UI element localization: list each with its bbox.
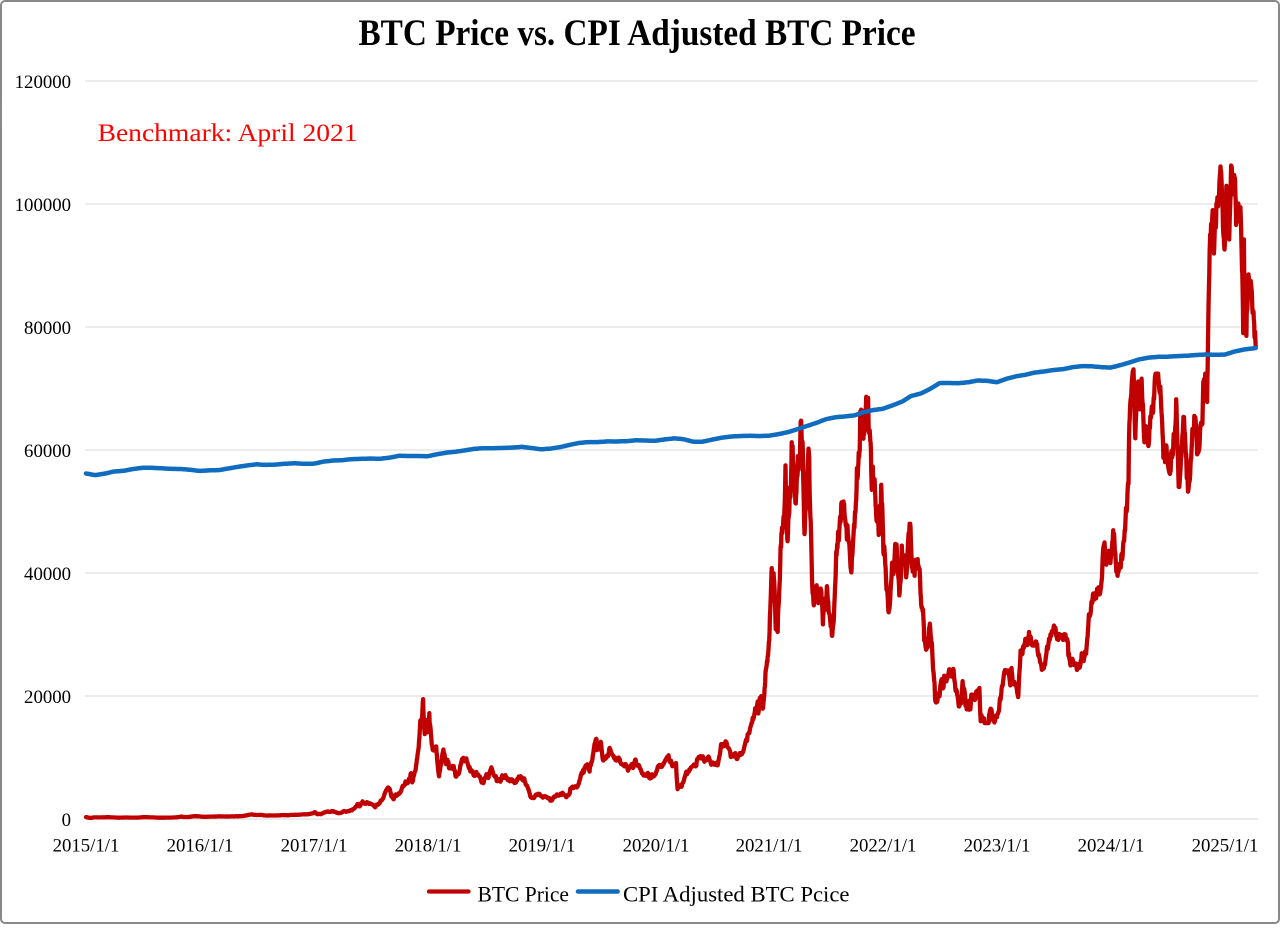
svg-text:80000: 80000 xyxy=(24,318,71,339)
svg-text:2019/1/1: 2019/1/1 xyxy=(509,835,576,856)
svg-text:Benchmark: April 2021: Benchmark: April 2021 xyxy=(98,118,358,147)
svg-text:120000: 120000 xyxy=(15,72,71,93)
svg-text:2024/1/1: 2024/1/1 xyxy=(1078,835,1145,856)
svg-text:0: 0 xyxy=(62,810,71,831)
svg-text:20000: 20000 xyxy=(24,687,71,708)
svg-text:2018/1/1: 2018/1/1 xyxy=(395,835,462,856)
svg-text:2021/1/1: 2021/1/1 xyxy=(736,835,803,856)
svg-text:2022/1/1: 2022/1/1 xyxy=(850,835,917,856)
svg-text:2017/1/1: 2017/1/1 xyxy=(281,835,348,856)
svg-text:100000: 100000 xyxy=(15,195,71,216)
svg-text:2020/1/1: 2020/1/1 xyxy=(623,835,690,856)
svg-text:2025/1/1: 2025/1/1 xyxy=(1192,835,1259,856)
svg-text:2015/1/1: 2015/1/1 xyxy=(53,835,120,856)
svg-text:2016/1/1: 2016/1/1 xyxy=(167,835,234,856)
svg-text:BTC Price vs. CPI Adjusted BTC: BTC Price vs. CPI Adjusted BTC Price xyxy=(359,13,916,54)
svg-text:2023/1/1: 2023/1/1 xyxy=(964,835,1031,856)
svg-text:CPI Adjusted BTC Pcice: CPI Adjusted BTC Pcice xyxy=(623,882,850,907)
svg-text:40000: 40000 xyxy=(24,564,71,585)
svg-text:60000: 60000 xyxy=(24,441,71,462)
svg-text:BTC Price: BTC Price xyxy=(478,882,570,907)
